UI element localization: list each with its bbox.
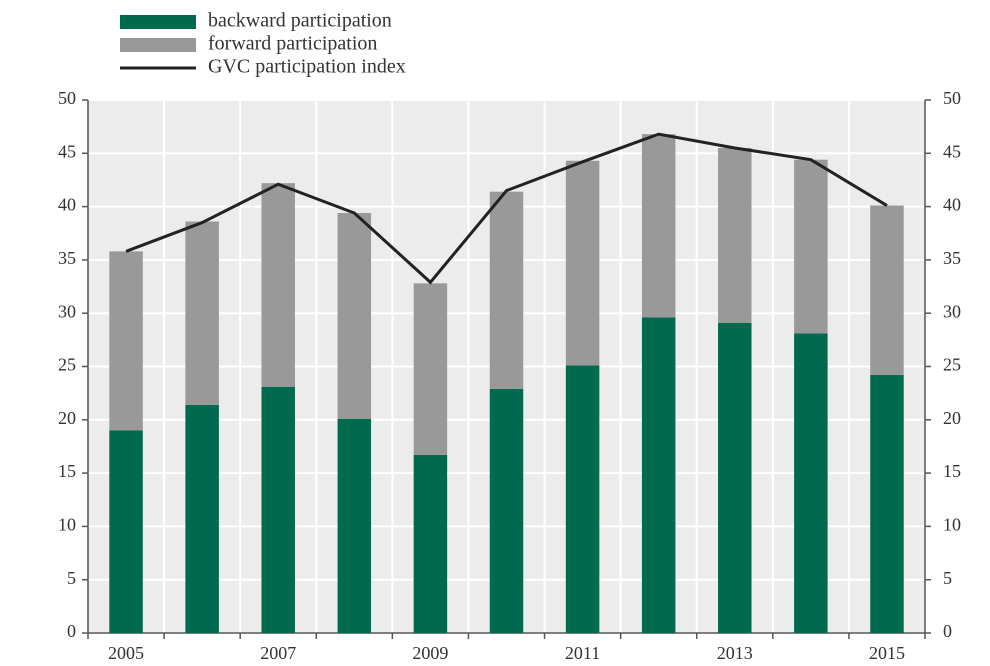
bar [718, 147, 752, 323]
bar [185, 221, 219, 405]
legend-label: GVC participation index [208, 56, 406, 78]
y2-tick-label: 45 [943, 141, 961, 161]
x-tick-label: 2009 [412, 643, 448, 663]
y-tick-label: 45 [58, 141, 76, 161]
bar [718, 322, 752, 633]
y-tick-label: 20 [58, 408, 76, 428]
bar [413, 454, 448, 633]
y-tick-label: 40 [58, 195, 76, 215]
bar [794, 159, 828, 334]
y2-tick-label: 20 [943, 408, 961, 428]
bar [641, 317, 676, 633]
bar [413, 283, 448, 455]
x-tick-label: 2013 [717, 643, 753, 663]
y-tick-label: 15 [58, 461, 76, 481]
y2-tick-label: 10 [943, 515, 961, 535]
bar [794, 333, 828, 633]
bar [261, 183, 295, 387]
x-tick-label: 2015 [869, 643, 905, 663]
y-tick-label: 25 [58, 355, 76, 375]
y-tick-label: 50 [58, 88, 76, 108]
bar [489, 388, 524, 633]
y-tick-label: 5 [67, 568, 76, 588]
y2-tick-label: 0 [943, 621, 952, 641]
y2-tick-label: 30 [943, 301, 961, 321]
x-tick-label: 2011 [565, 643, 600, 663]
bar [337, 418, 372, 633]
y2-tick-label: 35 [943, 248, 961, 268]
y-tick-label: 0 [67, 621, 76, 641]
legend-label: backward participation [208, 10, 392, 32]
legend-label: forward participation [208, 33, 377, 55]
legend-swatch [120, 38, 196, 52]
bar [565, 365, 600, 633]
bar [565, 160, 600, 366]
x-tick-label: 2007 [260, 643, 296, 663]
y2-tick-label: 50 [943, 88, 961, 108]
y-tick-label: 35 [58, 248, 76, 268]
bar [489, 191, 524, 389]
y2-tick-label: 5 [943, 568, 952, 588]
bar [870, 375, 904, 633]
bar [109, 251, 143, 431]
bar [109, 430, 143, 633]
bar [641, 134, 676, 318]
bar [185, 404, 219, 633]
y2-tick-label: 40 [943, 195, 961, 215]
y-tick-label: 30 [58, 301, 76, 321]
legend-swatch [120, 15, 196, 29]
y-tick-label: 10 [58, 515, 76, 535]
y2-tick-label: 15 [943, 461, 961, 481]
x-tick-label: 2005 [108, 643, 144, 663]
line [125, 132, 888, 285]
y2-tick-label: 25 [943, 355, 961, 375]
bar [261, 386, 295, 633]
bar [870, 205, 904, 376]
bar [337, 212, 372, 419]
